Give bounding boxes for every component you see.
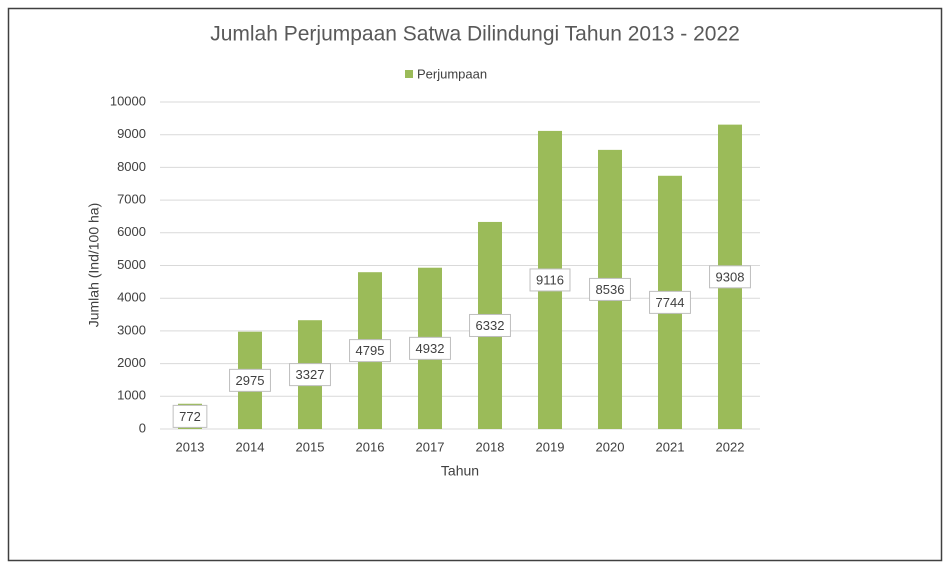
data-label-box (172, 404, 208, 428)
x-tick-label: 2015 (296, 439, 325, 454)
y-tick-label: 8000 (117, 159, 146, 174)
data-label-box (229, 368, 271, 392)
y-tick-label: 2000 (117, 355, 146, 370)
x-tick-label: 2020 (596, 439, 625, 454)
data-label: 9116 (536, 272, 564, 287)
x-tick-label: 2016 (356, 439, 385, 454)
chart-border (7, 7, 943, 562)
x-tick-label: 2013 (176, 439, 205, 454)
data-label-box (649, 290, 691, 314)
data-label-box (589, 277, 631, 301)
data-label-box (409, 336, 451, 360)
data-label: 8536 (596, 282, 625, 297)
data-label-box (469, 313, 511, 337)
data-label-box (349, 339, 391, 363)
legend-swatch (405, 70, 413, 78)
x-tick-label: 2017 (416, 439, 445, 454)
x-tick-label: 2021 (656, 439, 685, 454)
y-tick-label: 4000 (117, 290, 146, 305)
data-label: 6332 (476, 318, 505, 333)
y-tick-label: 5000 (117, 257, 146, 272)
x-tick-label: 2018 (476, 439, 505, 454)
data-label: 772 (179, 409, 201, 424)
data-label: 4932 (416, 341, 445, 356)
y-axis-title: Jumlah (Ind/100 ha) (86, 203, 102, 328)
x-tick-label: 2022 (716, 439, 745, 454)
data-label: 4795 (356, 343, 385, 358)
data-label-box (709, 265, 751, 289)
y-tick-label: 6000 (117, 224, 146, 239)
x-tick-label: 2014 (236, 439, 265, 454)
legend-label: Perjumpaan (417, 66, 487, 81)
y-tick-label: 7000 (117, 192, 146, 207)
x-tick-label: 2019 (536, 439, 565, 454)
data-label: 2975 (236, 373, 265, 388)
y-tick-label: 9000 (117, 126, 146, 141)
data-label: 7744 (656, 295, 685, 310)
y-tick-label: 1000 (117, 388, 146, 403)
y-tick-label: 3000 (117, 322, 146, 337)
data-label: 3327 (296, 367, 325, 382)
chart-title: Jumlah Perjumpaan Satwa Dilindungi Tahun… (210, 23, 740, 46)
data-label: 9308 (716, 269, 745, 284)
y-tick-label: 0 (139, 420, 146, 435)
data-label-box (529, 268, 571, 292)
y-tick-label: 10000 (110, 93, 146, 108)
data-label-box (289, 363, 331, 387)
x-axis-title: Tahun (441, 463, 479, 479)
